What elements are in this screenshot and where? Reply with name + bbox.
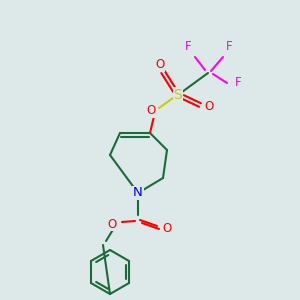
Text: N: N (133, 187, 143, 200)
Text: F: F (235, 76, 241, 88)
Text: O: O (155, 58, 165, 71)
Text: F: F (226, 40, 232, 53)
Text: O: O (162, 223, 172, 236)
Text: O: O (107, 218, 117, 230)
Text: O: O (146, 104, 156, 118)
Text: S: S (174, 88, 182, 102)
Text: F: F (185, 40, 191, 53)
Text: O: O (204, 100, 214, 113)
